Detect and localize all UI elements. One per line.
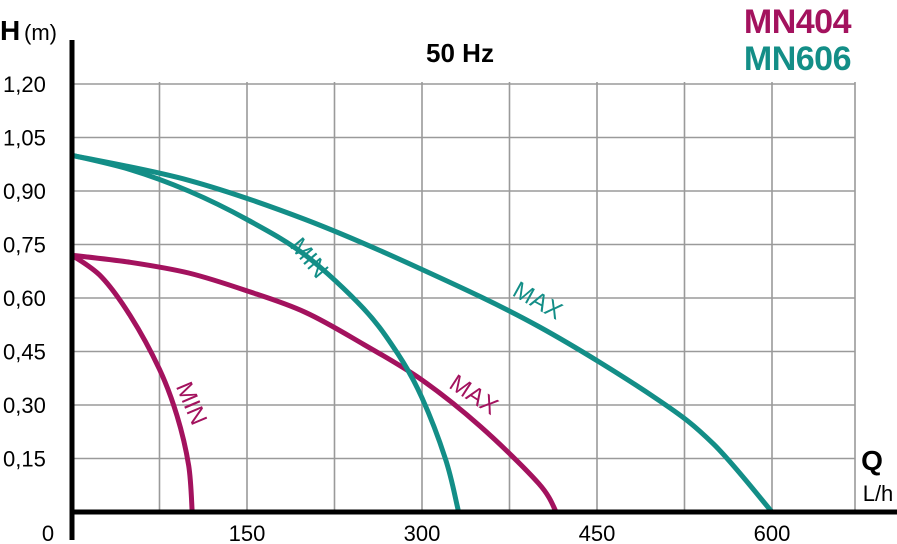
y-axis-symbol: H: [0, 15, 20, 46]
legend-item-mn606: MN606: [743, 40, 852, 78]
y-tick-label: 0,30: [3, 393, 46, 418]
x-axis-symbol: Q: [861, 445, 883, 476]
chart-tick-labels: 0,15 0,30 0,45 0,60 0,75 0,90 1,05 1,20 0 150 300 4…: [3, 72, 790, 544]
x-axis-unit: L/h: [863, 481, 894, 506]
chart-grid: [72, 82, 856, 512]
chart-title: 50 Hz: [426, 38, 494, 68]
x-tick-label: 300: [404, 521, 441, 544]
x-tick-label: 450: [579, 521, 616, 544]
y-tick-label: 0,15: [3, 447, 46, 472]
y-tick-label: 1,20: [3, 72, 46, 97]
legend-item-mn404: MN404: [743, 3, 852, 41]
y-tick-label: 0,75: [3, 233, 46, 258]
series-mn404-min-curve: [69, 252, 195, 515]
curve-label-mn404-max: MAX: [444, 370, 502, 421]
series-mn606-max-curve: [69, 152, 775, 515]
series-mn404-max-curve: [69, 252, 559, 515]
chart-curves: [69, 152, 775, 515]
y-tick-label: 0,45: [3, 340, 46, 365]
y-tick-label: 0,90: [3, 179, 46, 204]
curve-label-mn606-max: MAX: [508, 277, 567, 326]
y-axis-unit: (m): [24, 20, 57, 45]
y-tick-label: 1,05: [3, 126, 46, 151]
chart-axes: [69, 40, 897, 540]
x-tick-label: 150: [229, 521, 266, 544]
x-tick-label: 600: [754, 521, 791, 544]
y-tick-label: 0,60: [3, 286, 46, 311]
series-mn606-min-curve: [69, 152, 461, 515]
chart-labels: 50 Hz H (m) Q L/h: [0, 15, 893, 506]
curve-label-mn606-min: MIN: [284, 233, 333, 284]
x-tick-label: 0: [42, 521, 54, 544]
